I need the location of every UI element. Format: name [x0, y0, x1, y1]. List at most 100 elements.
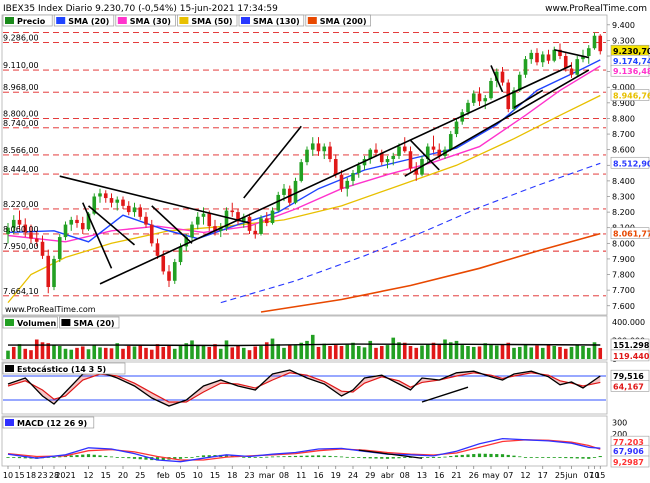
volume-bar	[6, 350, 10, 359]
date-tick-label: may	[482, 471, 500, 480]
volume-bar	[190, 340, 194, 359]
volume-bar	[80, 346, 85, 359]
macd-tick-label: 200	[612, 430, 627, 439]
candle-body	[17, 219, 22, 225]
level-label: 8.968,00	[3, 83, 39, 92]
legend-label: SMA (20)	[68, 17, 109, 26]
stochastic-legend: Estocástico (14 3 5)	[2, 362, 126, 375]
candle-body	[213, 226, 217, 231]
candle-body	[207, 213, 212, 227]
level-label: 8.444,00	[3, 165, 39, 174]
candle-body	[11, 219, 16, 228]
level-label: 7.950,00	[3, 242, 39, 251]
volume-bar	[425, 344, 430, 359]
volume-bar	[586, 347, 591, 359]
moving-averages	[7, 59, 601, 313]
candle-body	[224, 210, 229, 228]
date-tick-label: mar	[259, 471, 276, 480]
candle-body	[161, 255, 166, 272]
volume-bar	[224, 340, 229, 359]
price-tick-label: 8.600	[612, 146, 635, 155]
date-tick-label: 21	[451, 471, 461, 480]
macd-histogram-bar	[259, 457, 263, 458]
macd-histogram-bar	[270, 456, 275, 458]
macd-histogram-bar	[362, 457, 367, 459]
price-tick-label: 8.200	[612, 208, 635, 217]
volume-bar	[575, 345, 580, 359]
last-value-box	[610, 64, 650, 77]
macd-histogram-bar	[132, 457, 137, 459]
last-value-box	[610, 349, 650, 362]
volume-bar	[149, 349, 154, 359]
macd-histogram-bar	[6, 457, 10, 458]
date-tick-label: 28	[49, 471, 59, 480]
macd-histogram-bar	[58, 456, 62, 458]
candle-body	[310, 143, 315, 150]
candle-body	[414, 168, 419, 175]
price-tick-label: 8.900	[612, 99, 635, 108]
volume-bar	[293, 345, 298, 359]
last-value-box	[610, 156, 650, 169]
volume-bar	[305, 340, 309, 359]
legend-item	[59, 316, 120, 329]
candle-body	[149, 224, 154, 244]
candle-body	[523, 59, 528, 75]
last-value-label: 79,516	[613, 372, 644, 381]
macd-histogram-bar	[334, 456, 338, 458]
candle-body	[126, 205, 131, 213]
candle-body	[431, 146, 436, 150]
candle-body	[69, 219, 74, 225]
macd-histogram-bar	[127, 457, 131, 459]
volume-bar	[75, 347, 79, 359]
macd-histogram-bar	[184, 457, 188, 458]
volume-bar	[420, 345, 424, 359]
macd-histogram-bar	[460, 454, 464, 458]
candle-body	[264, 218, 269, 224]
volume-bar	[391, 337, 396, 359]
volume-bar	[500, 344, 505, 359]
volume-bar	[69, 349, 74, 359]
last-value-label: 9.230,70	[613, 47, 650, 56]
volume-bar	[103, 347, 108, 359]
site-credit[interactable]: www.ProRealTime.com	[545, 4, 647, 14]
candle-body	[345, 180, 350, 189]
volume-bar	[161, 346, 166, 359]
macd-tick-label: 300	[612, 418, 627, 427]
candle-body	[581, 56, 585, 60]
candle-body	[448, 134, 453, 150]
legend-item	[2, 316, 58, 329]
legend-swatch	[241, 17, 250, 24]
price-tick-label: 9.000	[612, 83, 635, 92]
macd-histogram-bar	[500, 454, 505, 458]
candle-body	[201, 213, 206, 217]
candle-body	[379, 152, 384, 163]
date-tick-label: 13	[417, 471, 427, 480]
candle-body	[29, 232, 33, 239]
candle-body	[195, 216, 200, 225]
sma130-line	[220, 162, 601, 304]
macd-histogram-bar	[86, 454, 91, 458]
watermark: www.ProRealTime.com	[5, 305, 96, 314]
date-tick-label: 20	[118, 471, 128, 480]
date-tick-label: 07	[584, 471, 594, 480]
last-value-label: 8.946,76	[613, 92, 650, 101]
volume-bar	[592, 342, 597, 359]
last-value-label: 8.512,90	[613, 159, 650, 168]
candle-body	[103, 193, 108, 199]
volume-bar	[460, 345, 465, 359]
candle-body	[592, 35, 597, 49]
volume-bar	[454, 340, 459, 359]
macd-histogram-bar	[518, 456, 522, 458]
candle-body	[241, 216, 246, 222]
candle-body	[328, 146, 332, 160]
volume-bar	[172, 348, 177, 359]
volume-bar	[23, 348, 28, 359]
volume-bar	[443, 339, 447, 359]
date-tick-label: 12	[520, 471, 530, 480]
macd-histogram-bar	[581, 457, 585, 459]
date-tick-label: feb	[157, 471, 170, 480]
volume-bar	[379, 346, 384, 359]
